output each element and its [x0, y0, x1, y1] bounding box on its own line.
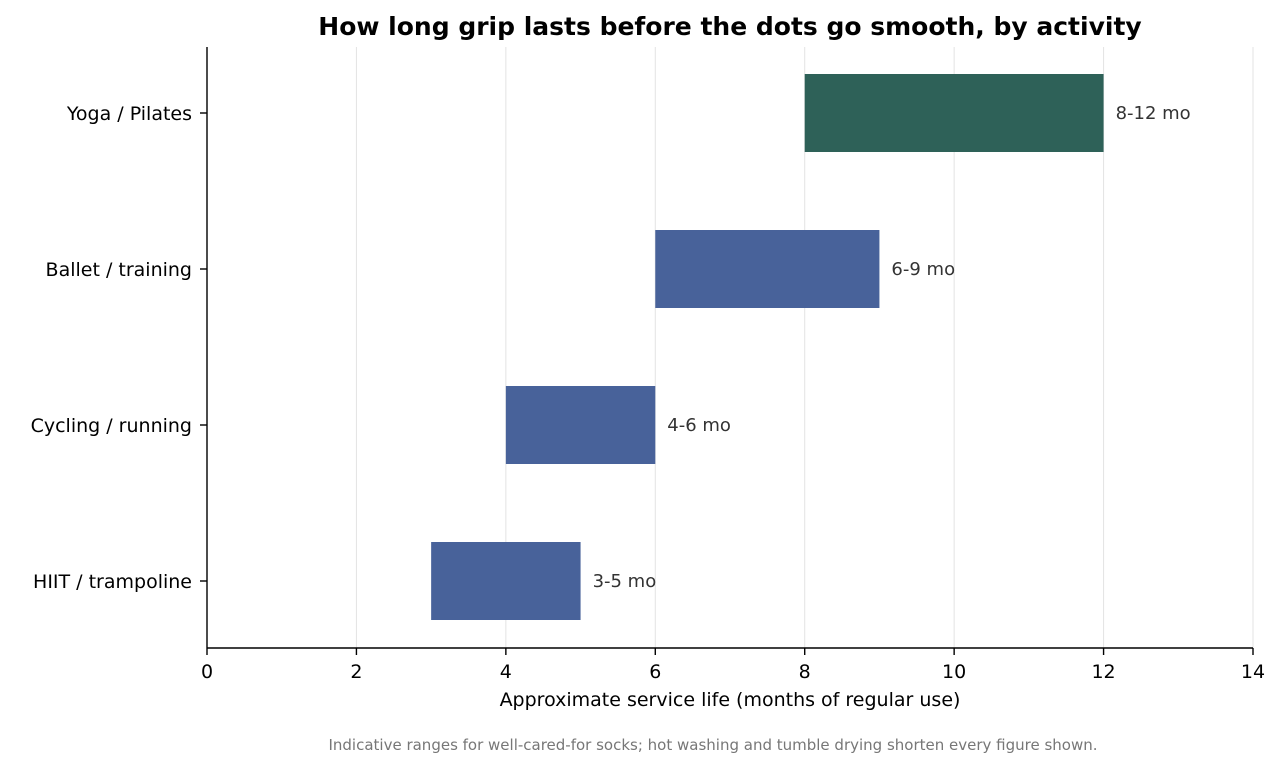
bar-yoga-pilates [804, 74, 1104, 152]
bar-value-label: 6-9 mo [891, 259, 955, 280]
x-tick-label: 0 [201, 661, 213, 683]
axes-layer [200, 47, 1254, 655]
bars-layer [431, 74, 1104, 620]
x-tick-label: 14 [1241, 661, 1265, 683]
bar-value-label: 3-5 mo [593, 571, 657, 592]
chart-caption: Indicative ranges for well-cared-for soc… [328, 736, 1097, 754]
chart-title: How long grip lasts before the dots go s… [318, 12, 1141, 41]
y-tick-label: Cycling / running [31, 415, 192, 437]
y-tick-label: Yoga / Pilates [66, 103, 192, 125]
bar-ballet-training [655, 230, 880, 308]
x-tick-label: 2 [350, 661, 362, 683]
x-tick-label: 10 [942, 661, 966, 683]
labels-layer: 0 2 4 6 8 10 12 14 8-12 mo 6-9 mo 4-6 mo 3-5 mo Yoga… [31, 103, 1266, 683]
y-tick-label: HIIT / trampoline [33, 571, 192, 593]
x-tick-label: 6 [649, 661, 661, 683]
bar-cycling-running [505, 386, 656, 464]
bar-hiit-trampoline [431, 542, 581, 620]
x-tick-label: 8 [799, 661, 811, 683]
bar-value-label: 4-6 mo [667, 415, 731, 436]
y-tick-label: Ballet / training [46, 259, 192, 281]
x-tick-label: 12 [1091, 661, 1115, 683]
x-axis-label: Approximate service life (months of regu… [500, 689, 961, 711]
bar-value-label: 8-12 mo [1116, 103, 1191, 124]
x-tick-label: 4 [500, 661, 512, 683]
